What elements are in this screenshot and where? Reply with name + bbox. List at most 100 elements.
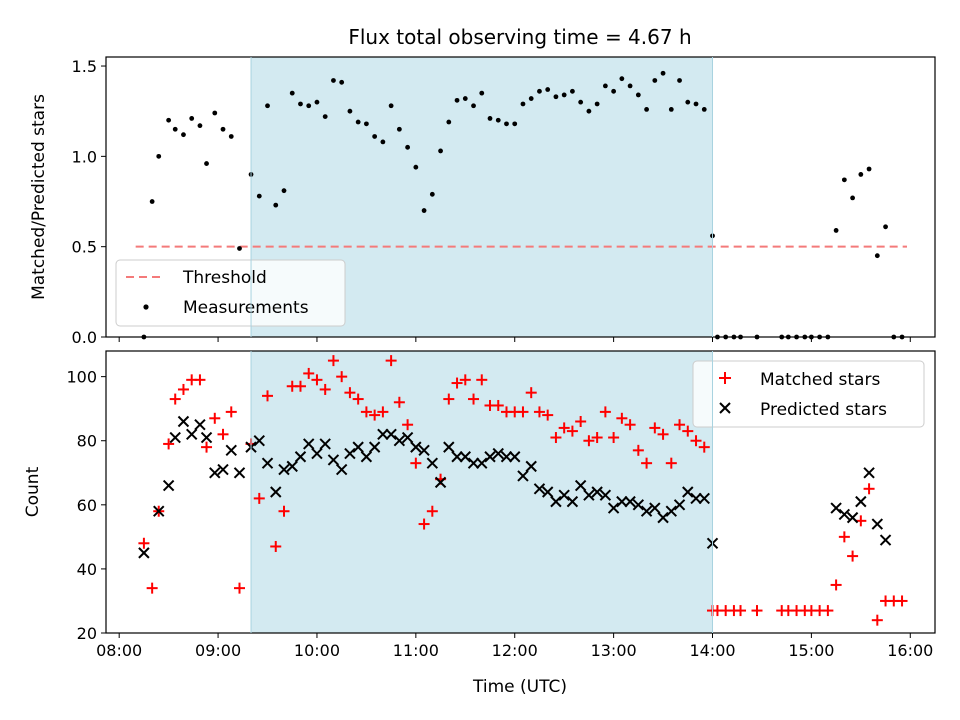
measurement-point	[586, 108, 592, 114]
predicted-star-point	[599, 489, 612, 501]
measurement-point	[446, 119, 452, 125]
measurement-point	[462, 96, 468, 101]
matched-star-point	[896, 595, 908, 607]
matched-star-point	[177, 383, 189, 395]
matched-star-point	[751, 605, 763, 617]
top-legend-box	[115, 259, 346, 327]
matched-star-point	[209, 412, 221, 424]
predicted-star-point	[616, 495, 628, 508]
top-legend: Threshold Measurements	[115, 259, 346, 327]
matched-star-point	[402, 419, 414, 431]
x-tick-label: 16:00	[887, 641, 933, 660]
measurement-point	[172, 126, 178, 132]
matched-star-point	[566, 425, 578, 437]
matched-star-point	[443, 393, 455, 405]
matched-star-point	[871, 614, 883, 626]
matched-star-point	[410, 457, 422, 469]
legend-matched-swatch	[719, 372, 731, 384]
measurement-point	[197, 123, 203, 129]
measurement-point	[372, 134, 378, 139]
predicted-star-point	[311, 447, 323, 460]
y-tick-label: 1.5	[72, 57, 97, 76]
predicted-star-point	[303, 438, 315, 450]
predicted-star-point	[200, 431, 213, 444]
predicted-star-point	[698, 492, 710, 505]
matched-star-point	[377, 406, 389, 418]
predicted-star-point	[278, 463, 290, 476]
bottom-legend: Matched stars Predicted stars	[692, 360, 925, 428]
measurement-point	[314, 99, 320, 105]
matched-star-point	[698, 441, 710, 453]
measurement-point	[677, 78, 682, 83]
measurement-point	[265, 103, 270, 109]
predicted-star-point	[185, 428, 198, 441]
predicted-star-point	[294, 451, 307, 463]
matched-star-point	[225, 406, 237, 418]
y-tick-label: 80	[77, 432, 97, 451]
measurement-point	[487, 116, 493, 121]
x-tick-label: 15:00	[788, 641, 834, 660]
predicted-star-point	[217, 463, 229, 476]
measurement-point	[594, 101, 600, 107]
legend-measurements-swatch	[143, 304, 149, 310]
matched-star-point	[575, 416, 587, 427]
measurement-point	[512, 121, 518, 127]
measurement-point	[454, 97, 460, 103]
predicted-star-point	[327, 454, 340, 466]
matched-star-point	[624, 419, 636, 431]
predicted-star-point	[286, 460, 298, 473]
predicted-star-point	[484, 451, 496, 463]
matched-star-point	[319, 383, 331, 395]
predicted-star-point	[459, 451, 471, 463]
legend-predicted-swatch	[719, 402, 731, 414]
predicted-star-point	[541, 486, 554, 498]
predicted-star-point	[194, 418, 206, 431]
measurement-point	[545, 87, 551, 92]
matched-star-point	[262, 390, 274, 402]
matched-star-point	[649, 422, 661, 434]
measurement-point	[858, 172, 864, 177]
top-y-axis-label: Matched/Predicted stars	[29, 94, 49, 300]
measurement-point	[220, 126, 226, 132]
matched-star-point	[542, 409, 554, 421]
predicted-star-point	[377, 428, 389, 441]
measurement-point	[652, 78, 658, 83]
measurement-point	[405, 144, 411, 150]
matched-star-point	[344, 387, 356, 399]
measurement-point	[660, 70, 666, 76]
bottom-axes-frame	[105, 350, 936, 634]
measurement-point	[429, 191, 435, 197]
measurement-point	[866, 166, 872, 172]
measurement-point	[212, 110, 218, 116]
matched-star-point	[217, 428, 229, 440]
measurement-point	[619, 76, 625, 82]
predicted-star-point	[690, 492, 702, 505]
predicted-star-point	[879, 534, 892, 546]
measurement-point	[421, 208, 427, 213]
matched-star-point	[665, 457, 677, 469]
legend-predicted-label: Predicted stars	[760, 400, 887, 420]
measurement-point	[364, 121, 369, 127]
y-tick-label: 100	[66, 368, 97, 387]
y-tick-label: 60	[77, 496, 97, 515]
x-tick-label: 12:00	[492, 641, 538, 660]
predicted-star-point	[426, 457, 439, 469]
predicted-star-point	[566, 495, 579, 508]
predicted-star-point	[443, 441, 455, 453]
matched-star-point	[492, 399, 504, 411]
matched-star-point	[253, 492, 265, 504]
measurement-point	[644, 106, 649, 112]
matched-star-point	[369, 409, 381, 421]
x-tick-label: 13:00	[591, 641, 637, 660]
predicted-star-point	[492, 447, 504, 460]
matched-star-point	[616, 412, 628, 424]
predicted-star-point	[533, 483, 546, 495]
bottom-y-axis-label: Count	[23, 466, 43, 517]
measurement-point	[701, 106, 707, 112]
measurement-point	[331, 78, 336, 83]
legend-matched-label: Matched stars	[760, 370, 880, 390]
predicted-star-point	[368, 441, 381, 453]
matched-star-point	[418, 518, 430, 530]
measurement-point	[570, 88, 575, 94]
predicted-star-point	[550, 495, 562, 508]
